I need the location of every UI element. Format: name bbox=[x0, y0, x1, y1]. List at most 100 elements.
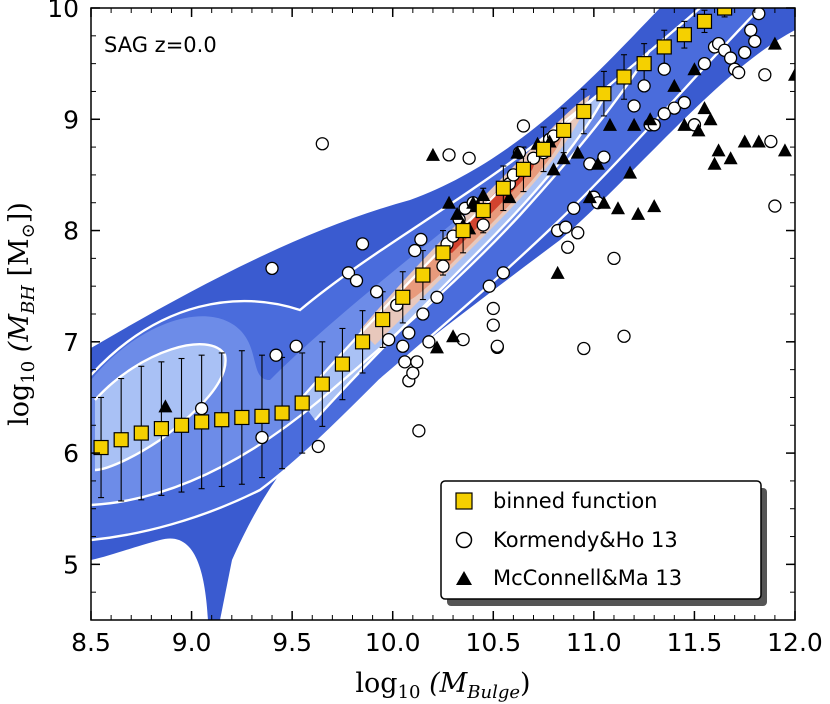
kormendy-ho-point bbox=[486, 318, 500, 332]
y-title-log-sub: 10 bbox=[18, 361, 39, 384]
y-title-var-sub: BH bbox=[18, 285, 39, 315]
binned-function-point bbox=[214, 412, 230, 428]
kormendy-ho-point bbox=[255, 430, 269, 445]
binned-function-point bbox=[415, 267, 431, 283]
x-tick-label: 8.5 bbox=[71, 628, 111, 657]
binned-function-point bbox=[173, 417, 190, 433]
mcconnell-ma-point bbox=[798, 40, 812, 53]
mcconnell-ma-point bbox=[677, 117, 692, 131]
mcconnell-ma-point bbox=[502, 190, 517, 204]
kormendy-ho-point bbox=[398, 355, 412, 369]
binned-function-point bbox=[395, 289, 411, 305]
kormendy-ho-point bbox=[657, 62, 671, 76]
y-title-var: (M bbox=[4, 313, 35, 353]
kormendy-ho-point bbox=[752, 8, 766, 21]
kormendy-ho-point bbox=[637, 79, 651, 93]
mcconnell-ma-point bbox=[751, 134, 766, 148]
x-axis: 8.5 9.0 9.5 10.0 10.5 11.0 11.5 12.0 bbox=[71, 8, 823, 657]
binned-function-point bbox=[616, 69, 632, 85]
mcconnell-ma-point bbox=[158, 399, 173, 413]
y-title-unit-sub: ⊙ bbox=[18, 223, 39, 238]
binned-function-point bbox=[133, 425, 149, 441]
kormendy-ho-point bbox=[341, 266, 356, 280]
binned-function-point bbox=[153, 421, 169, 437]
mcconnell-ma-point bbox=[711, 143, 726, 157]
x-tick-label: 10.0 bbox=[365, 628, 421, 657]
binned-function-point bbox=[294, 395, 310, 411]
kormendy-ho-point bbox=[764, 134, 778, 149]
binned-function-point bbox=[556, 122, 572, 139]
mcconnell-ma-point bbox=[429, 340, 444, 354]
kormendy-ho-point bbox=[559, 220, 573, 234]
kormendy-ho-point bbox=[607, 251, 621, 266]
kormendy-ho-point bbox=[677, 95, 692, 110]
legend-marker-kormendy bbox=[455, 531, 473, 549]
kormendy-ho-point bbox=[617, 329, 631, 343]
mcconnell-ma-point bbox=[737, 134, 752, 148]
x-tick-label: 9.0 bbox=[172, 628, 212, 657]
binned-function-point bbox=[716, 8, 733, 16]
mcconnell-ma-point bbox=[550, 265, 565, 279]
kormendy-ho-point bbox=[369, 285, 384, 299]
mcconnell-ma-point bbox=[687, 62, 702, 76]
binned-function-point bbox=[354, 334, 371, 350]
kormendy-ho-point bbox=[482, 279, 496, 293]
legend-marker-mcconnell bbox=[456, 571, 472, 585]
binned-function-point bbox=[515, 161, 532, 177]
binned-function-point bbox=[656, 39, 672, 55]
binned-function-point bbox=[234, 409, 250, 426]
kormendy-ho-point bbox=[561, 240, 575, 254]
mcconnell-ma-point bbox=[556, 151, 571, 165]
kormendy-ho-point bbox=[412, 424, 426, 438]
kormendy-ho-point bbox=[414, 232, 428, 247]
kormendy-ho-point bbox=[430, 290, 444, 304]
kormendy-ho-point bbox=[194, 401, 209, 416]
kormendy-ho-point bbox=[315, 137, 329, 151]
kormendy-ho-point bbox=[349, 273, 364, 288]
x-tick-label: 11.5 bbox=[667, 628, 723, 657]
kormendy-ho-point bbox=[311, 439, 325, 454]
mcconnell-ma-point bbox=[476, 187, 491, 201]
y-title-log: log bbox=[4, 384, 35, 426]
binned-function-point bbox=[435, 245, 451, 261]
kormendy-ho-point bbox=[768, 199, 782, 213]
x-title-var: (M bbox=[429, 668, 469, 699]
binned-function-point bbox=[375, 311, 391, 328]
mcconnell-ma-point bbox=[623, 165, 638, 179]
kormendy-ho-point bbox=[486, 301, 500, 316]
mcconnell-ma-point bbox=[647, 199, 662, 213]
mcconnell-ma-point bbox=[691, 123, 706, 137]
x-tick-label: 10.5 bbox=[465, 628, 521, 657]
kormendy-ho-point bbox=[408, 243, 422, 258]
y-axis-title: log10 (MBH [M⊙]) bbox=[4, 202, 39, 426]
kormendy-ho-point bbox=[456, 332, 470, 347]
y-title-unit: [M bbox=[4, 238, 35, 276]
mcconnell-ma-point bbox=[697, 101, 712, 115]
binned-function-point bbox=[596, 86, 612, 102]
binned-function-point bbox=[274, 405, 290, 421]
x-axis-title: log10 (MBulge) bbox=[355, 668, 530, 703]
binned-function-points bbox=[93, 8, 733, 456]
x-tick-label: 9.5 bbox=[272, 628, 312, 657]
binned-function-point bbox=[535, 141, 552, 157]
binned-function-point bbox=[495, 180, 511, 196]
contour-line-6 bbox=[314, 84, 612, 421]
kormendy-ho-point bbox=[667, 101, 681, 115]
kormendy-ho-point bbox=[265, 261, 279, 276]
legend-label-mcconnell: McConnell&Ma 13 bbox=[493, 566, 682, 590]
binned-function-point bbox=[696, 13, 713, 29]
kormendy-ho-point bbox=[416, 307, 430, 321]
mcconnell-ma-point bbox=[788, 67, 795, 81]
mcconnell-ma-point bbox=[643, 112, 658, 126]
kormendy-ho-point bbox=[490, 339, 504, 353]
y-tick-label: 7 bbox=[63, 328, 79, 357]
legend-label-binned: binned function bbox=[493, 489, 658, 513]
kormendy-ho-point bbox=[422, 335, 436, 349]
binned-function-point bbox=[475, 202, 491, 219]
mcconnell-ma-point bbox=[446, 329, 461, 343]
kormendy-ho-point bbox=[462, 151, 476, 165]
kormendy-ho-point bbox=[396, 339, 410, 353]
kormendy-ho-point bbox=[516, 119, 531, 133]
kormendy-ho-point bbox=[269, 348, 283, 362]
model-annotation: SAG z=0.0 bbox=[104, 33, 217, 57]
